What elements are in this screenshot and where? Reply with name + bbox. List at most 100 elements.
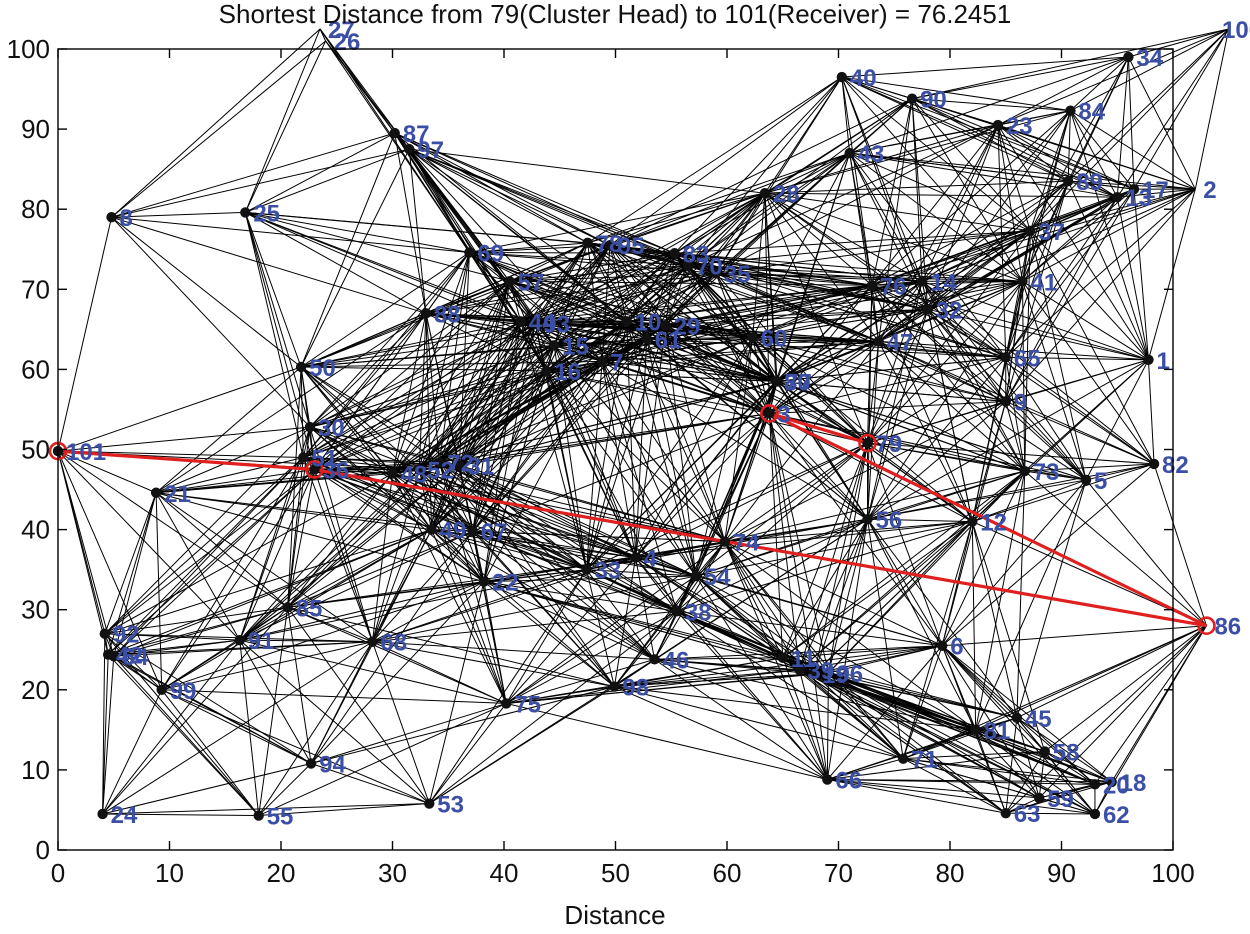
node-label-61: 61 <box>655 327 682 354</box>
node-54 <box>690 570 701 582</box>
edge <box>798 669 828 780</box>
edge <box>1005 797 1040 814</box>
node-31 <box>454 460 465 471</box>
x-tick-label: 70 <box>824 858 853 888</box>
edge <box>1005 401 1087 481</box>
edge <box>715 272 872 286</box>
edge <box>927 309 1026 472</box>
node-label-57: 57 <box>518 269 545 296</box>
edge <box>438 462 507 704</box>
shortest-path-line <box>57 411 1208 628</box>
edge <box>161 641 373 691</box>
edge <box>509 280 872 286</box>
edge <box>674 252 777 382</box>
edge <box>586 338 648 570</box>
edge <box>826 519 868 780</box>
edge <box>425 313 433 530</box>
node-label-100: 100 <box>1222 17 1250 44</box>
edge <box>997 28 1229 126</box>
edge <box>1029 230 1087 481</box>
edge <box>724 470 1025 543</box>
edge <box>409 148 765 194</box>
edge <box>878 230 1031 342</box>
edge <box>775 284 873 382</box>
node-66 <box>822 774 833 785</box>
node-20 <box>1089 779 1101 790</box>
edge <box>300 366 440 463</box>
edge <box>1005 401 1026 472</box>
edge <box>239 639 312 764</box>
edge <box>102 633 106 814</box>
edge <box>1029 230 1155 465</box>
edge <box>676 610 904 760</box>
edge <box>849 152 1069 182</box>
node-label-59: 59 <box>1047 786 1074 813</box>
edge <box>506 686 615 704</box>
edge <box>798 442 868 670</box>
edge <box>244 40 327 213</box>
edge <box>394 132 627 322</box>
edge <box>161 689 507 704</box>
edge <box>1070 56 1129 112</box>
edge <box>646 336 753 340</box>
edge <box>506 702 828 780</box>
edge <box>827 758 904 780</box>
edge <box>371 462 440 642</box>
node-28 <box>759 187 771 199</box>
edge <box>102 639 241 815</box>
edge <box>459 465 696 577</box>
node-label-74: 74 <box>733 530 760 557</box>
edge <box>509 280 777 382</box>
node-41 <box>1017 276 1028 287</box>
edge <box>1070 28 1229 112</box>
edge <box>1005 717 1018 814</box>
node-83 <box>669 248 680 259</box>
edge <box>310 702 507 764</box>
edge <box>535 323 777 382</box>
edge <box>687 192 766 266</box>
edge <box>392 473 507 704</box>
node-97 <box>404 143 415 155</box>
edge <box>303 320 521 458</box>
node-label-60: 60 <box>761 325 788 352</box>
edge <box>104 633 312 764</box>
node-70 <box>682 260 694 271</box>
node-label-77: 77 <box>785 369 812 396</box>
edge <box>878 180 1069 342</box>
node-1 <box>1143 354 1154 365</box>
x-tick-label: 30 <box>378 858 407 888</box>
node-label-14: 14 <box>930 269 957 296</box>
edge <box>58 366 302 452</box>
edge <box>429 686 615 804</box>
node-label-87: 87 <box>403 121 430 148</box>
node-75 <box>501 698 512 709</box>
node-73 <box>1019 465 1030 477</box>
edge <box>646 338 697 577</box>
edge <box>469 251 777 382</box>
edge <box>1133 189 1149 360</box>
edge <box>724 541 829 674</box>
edge <box>553 264 689 346</box>
edge <box>911 98 929 310</box>
edge <box>303 457 420 471</box>
edge <box>752 152 851 338</box>
edge <box>310 581 485 764</box>
edge <box>300 252 470 368</box>
edge <box>1044 751 1096 815</box>
edge <box>971 401 1007 522</box>
node-label-72: 72 <box>447 450 474 477</box>
edge <box>161 457 304 691</box>
edge <box>239 530 473 641</box>
edge <box>609 244 879 342</box>
edge <box>1067 110 1071 182</box>
edge <box>827 443 868 674</box>
chart-title: Shortest Distance from 79(Cluster Head) … <box>219 0 1012 29</box>
edge <box>676 610 943 647</box>
edge <box>155 492 241 641</box>
node-label-18: 18 <box>1120 770 1147 797</box>
node-87 <box>389 127 400 139</box>
edge <box>752 336 868 444</box>
edge <box>419 469 636 559</box>
edge <box>431 361 603 530</box>
edge <box>828 672 904 760</box>
